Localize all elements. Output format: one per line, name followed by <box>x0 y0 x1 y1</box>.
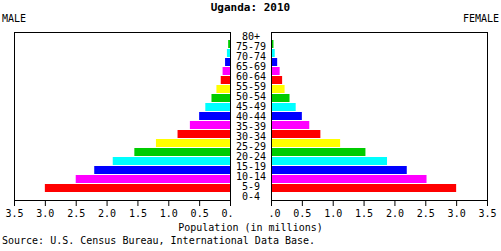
svg-text:0-4: 0-4 <box>242 191 260 202</box>
svg-text:10-14: 10-14 <box>236 171 266 182</box>
svg-text:80+: 80+ <box>242 31 260 42</box>
svg-text:0.0: 0.0 <box>221 208 232 219</box>
svg-text:60-64: 60-64 <box>236 71 266 82</box>
html-text:FEMALE: FEMALE <box>462 13 499 24</box>
svg-text:2.5: 2.5 <box>67 208 85 219</box>
svg-text:70-74: 70-74 <box>236 51 266 62</box>
svg-text:0.5: 0.5 <box>293 208 311 219</box>
svg-text:2.5: 2.5 <box>417 208 435 219</box>
svg-text:2.0: 2.0 <box>386 208 404 219</box>
svg-text:50-54: 50-54 <box>236 91 266 102</box>
svg-text:20-24: 20-24 <box>236 151 266 162</box>
svg-text:1.5: 1.5 <box>355 208 373 219</box>
svg-text:3.0: 3.0 <box>448 208 466 219</box>
svg-text:75-79: 75-79 <box>236 41 266 52</box>
svg-text:15-19: 15-19 <box>236 161 266 172</box>
svg-text:35-39: 35-39 <box>236 121 266 132</box>
svg-text:3.5: 3.5 <box>478 208 496 219</box>
svg-text:55-59: 55-59 <box>236 81 266 92</box>
html-text:Uganda: 2010: Uganda: 2010 <box>210 1 291 14</box>
svg-text:65-69: 65-69 <box>236 61 266 72</box>
html-text:MALE: MALE <box>2 13 27 24</box>
svg-text:1.5: 1.5 <box>129 208 147 219</box>
svg-text:0.0: 0.0 <box>269 208 281 219</box>
html-text:Population (in millions): Population (in millions) <box>178 222 323 233</box>
svg-text:30-34: 30-34 <box>236 131 266 142</box>
html-text:Source: U.S. Census Bureau, In: Source: U.S. Census Bureau, Internationa… <box>2 235 316 246</box>
svg-text:0.5: 0.5 <box>191 208 209 219</box>
svg-text:45-49: 45-49 <box>236 101 266 112</box>
svg-text:40-44: 40-44 <box>236 111 266 122</box>
svg-text:5-9: 5-9 <box>242 181 260 192</box>
svg-text:3.0: 3.0 <box>36 208 54 219</box>
svg-text:2.0: 2.0 <box>98 208 116 219</box>
svg-text:3.5: 3.5 <box>5 208 23 219</box>
svg-text:25-29: 25-29 <box>236 141 266 152</box>
svg-text:1.0: 1.0 <box>324 208 342 219</box>
svg-text:1.0: 1.0 <box>160 208 178 219</box>
